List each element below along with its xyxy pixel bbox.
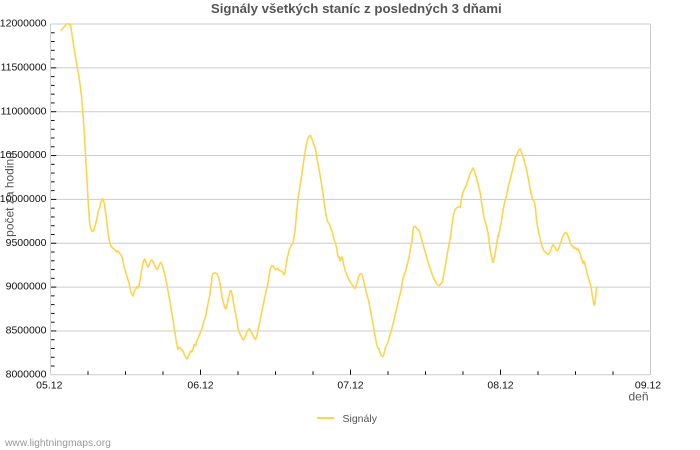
svg-text:10000000: 10000000	[0, 193, 47, 205]
svg-text:11500000: 11500000	[1, 61, 47, 73]
svg-text:09.12: 09.12	[635, 380, 661, 392]
svg-text:07.12: 07.12	[337, 380, 363, 392]
svg-text:8000000: 8000000	[6, 368, 47, 380]
svg-text:10500000: 10500000	[0, 149, 47, 161]
svg-text:12000000: 12000000	[0, 18, 47, 30]
svg-text:Signály všetkých staníc z posl: Signály všetkých staníc z posledných 3 d…	[211, 1, 502, 16]
svg-text:06.12: 06.12	[187, 380, 213, 392]
svg-text:05.12: 05.12	[36, 380, 62, 392]
svg-text:9000000: 9000000	[6, 281, 47, 293]
svg-text:Signály: Signály	[343, 413, 378, 425]
svg-text:8500000: 8500000	[6, 325, 47, 337]
svg-text:9500000: 9500000	[6, 237, 47, 249]
svg-text:11000000: 11000000	[1, 105, 47, 117]
svg-text:www.lightningmaps.org: www.lightningmaps.org	[4, 438, 111, 449]
svg-text:počet za hodinu: počet za hodinu	[2, 152, 16, 237]
svg-text:deň: deň	[628, 390, 648, 404]
svg-text:08.12: 08.12	[487, 380, 513, 392]
